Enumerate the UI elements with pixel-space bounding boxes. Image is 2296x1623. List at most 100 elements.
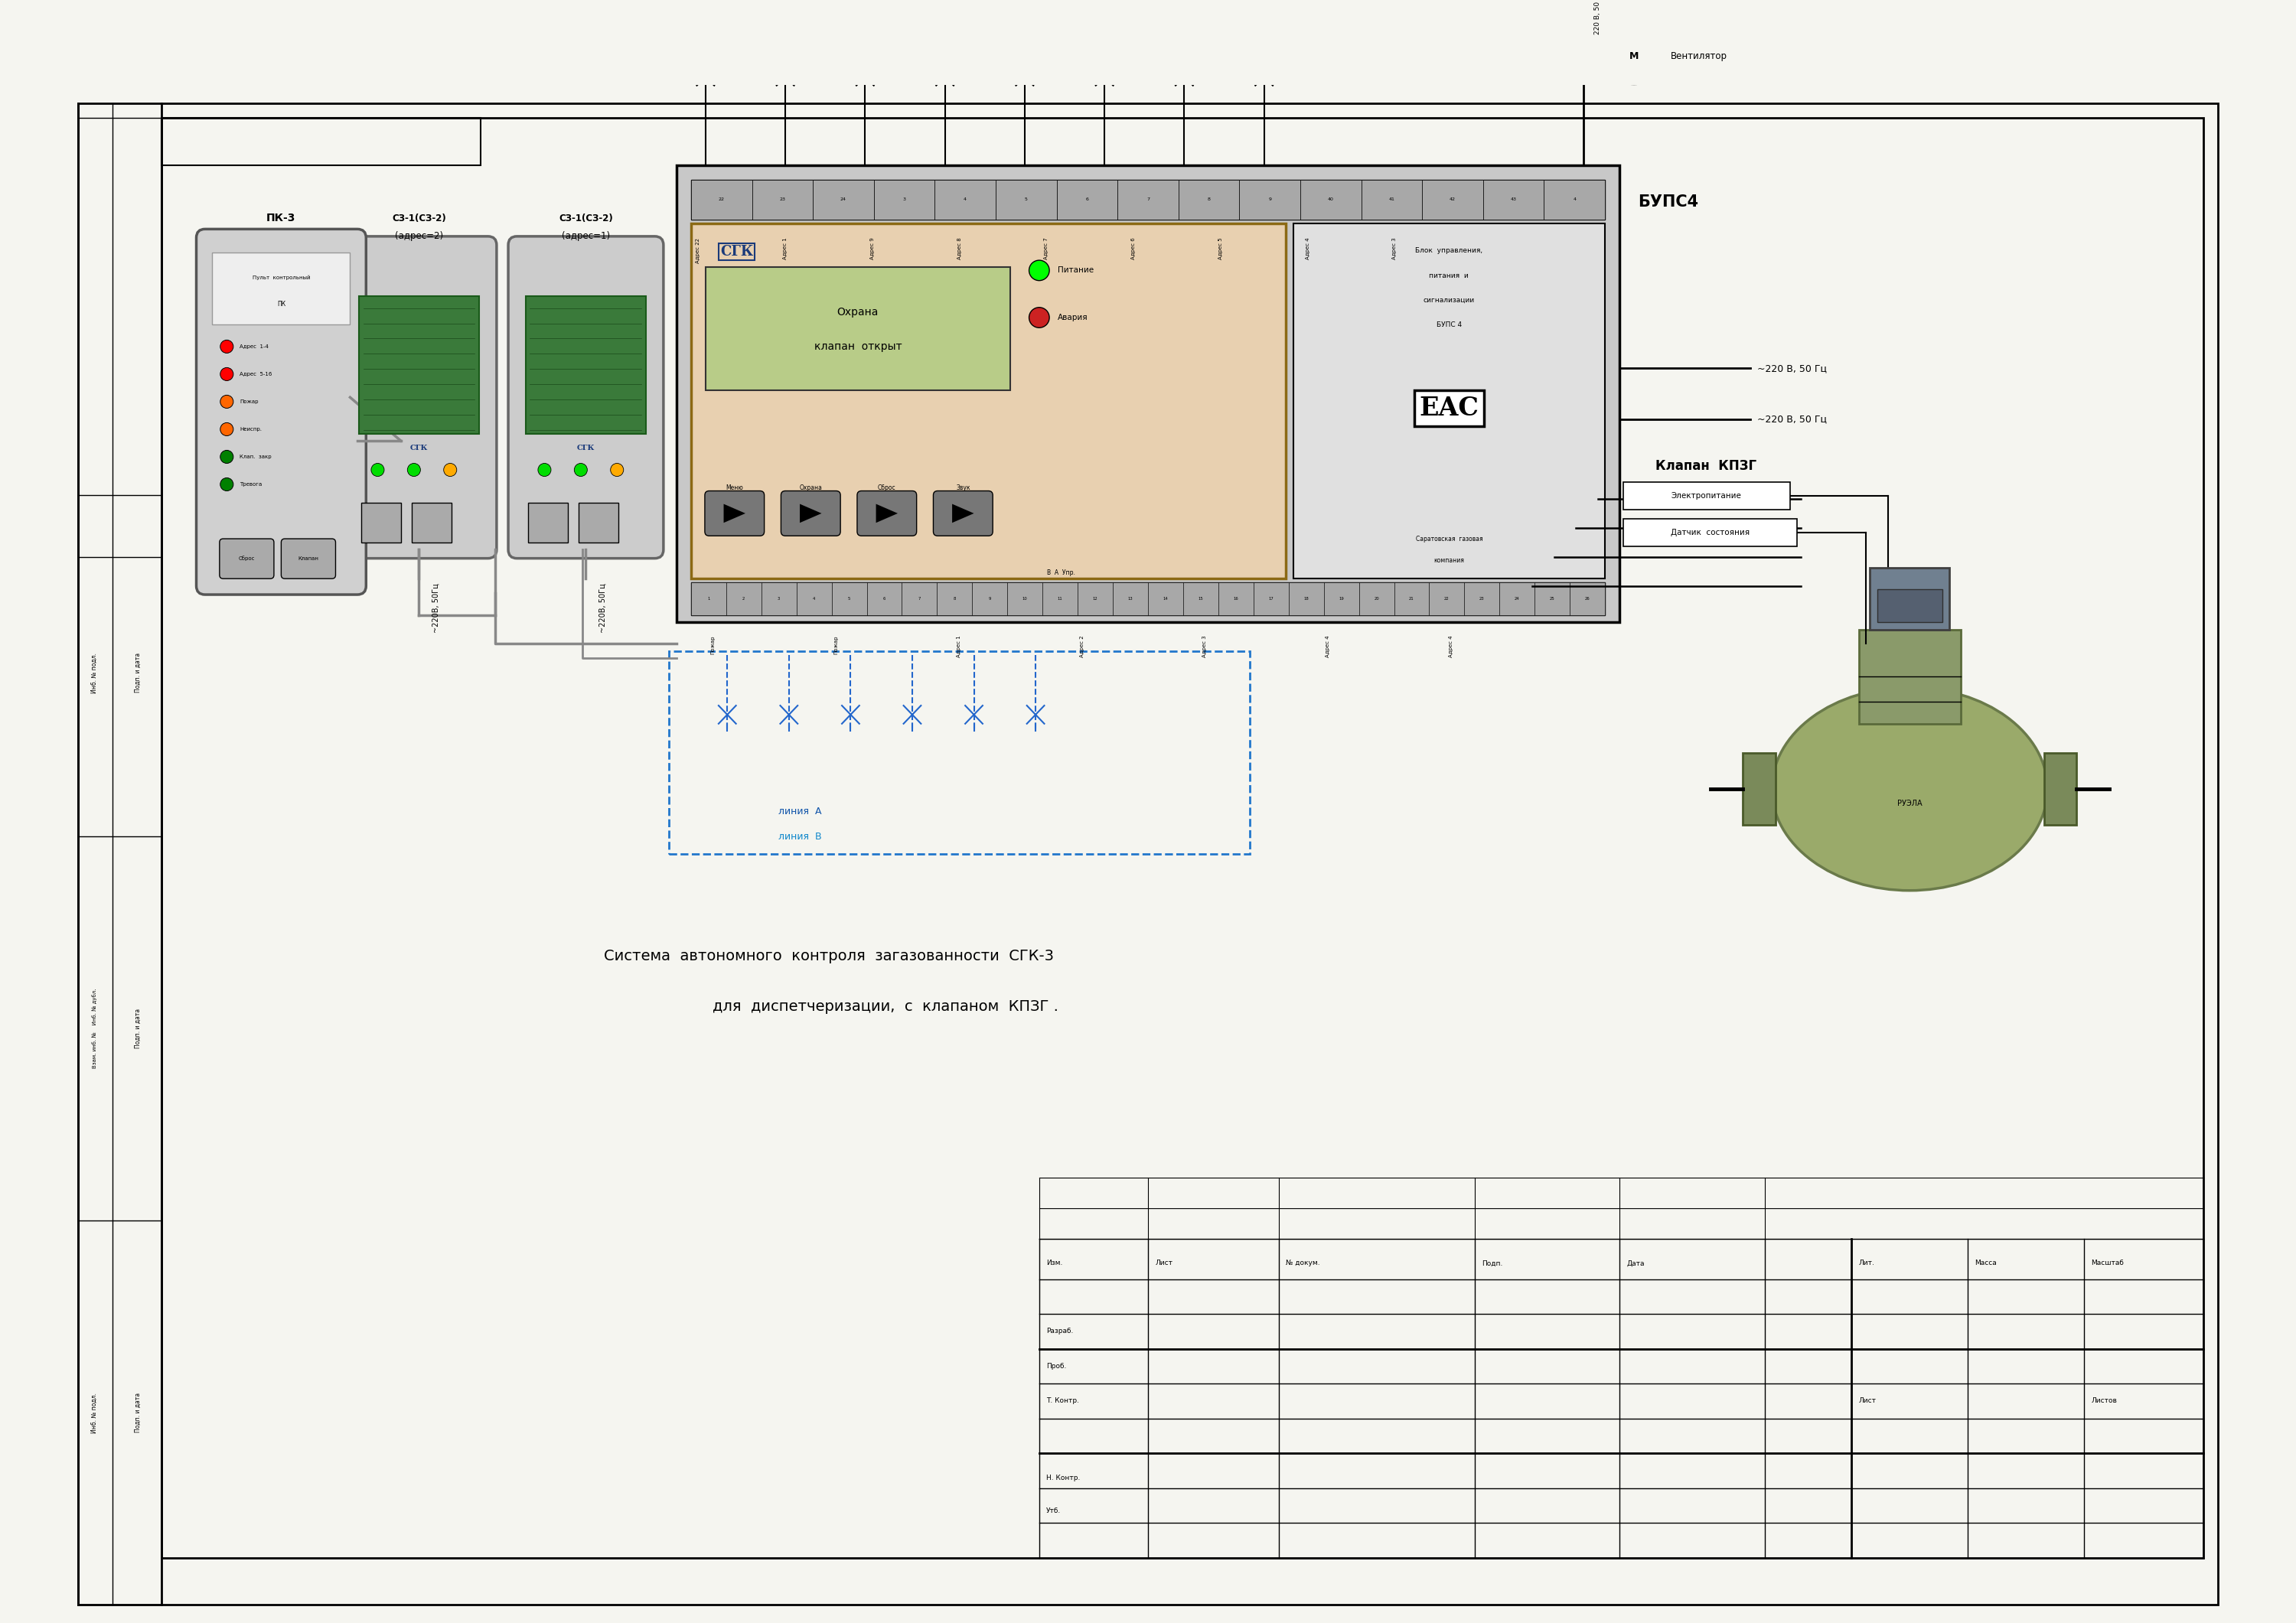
Text: Утб.: Утб.: [1047, 1508, 1061, 1514]
Text: Охрана: Охрана: [799, 485, 822, 492]
Text: Взам. инб. №    Инб. № дубл.: Взам. инб. № Инб. № дубл.: [92, 988, 96, 1068]
Text: 5: 5: [847, 597, 850, 601]
Bar: [1543, 180, 1605, 219]
Text: Адрес 4: Адрес 4: [1306, 239, 1311, 260]
Text: 21: 21: [1410, 597, 1414, 601]
Text: 8: 8: [1208, 198, 1210, 201]
Text: 4: 4: [813, 597, 815, 601]
Bar: [762, 583, 797, 615]
Text: Клапан  КПЗГ: Клапан КПЗГ: [1655, 459, 1756, 472]
Text: Масса: Масса: [1975, 1259, 1998, 1266]
Text: 12: 12: [1093, 597, 1097, 601]
Text: 2: 2: [742, 597, 744, 601]
Text: M: M: [1630, 52, 1639, 62]
Text: 14: 14: [1164, 597, 1169, 601]
Text: 15: 15: [1199, 597, 1203, 601]
Text: 6: 6: [1086, 198, 1088, 201]
Bar: [211, 252, 349, 325]
Bar: [996, 180, 1056, 219]
Text: Адрес 6: Адрес 6: [1132, 239, 1137, 260]
Bar: [1743, 753, 1775, 824]
Bar: [1878, 589, 1942, 622]
Bar: [1219, 583, 1254, 615]
Bar: [360, 503, 402, 542]
Text: Т. Контр.: Т. Контр.: [1047, 1397, 1079, 1404]
Text: 17: 17: [1267, 597, 1274, 601]
Bar: [1300, 180, 1362, 219]
Text: Адрес 3: Адрес 3: [1391, 239, 1396, 260]
Text: ~220В, 50Гц: ~220В, 50Гц: [599, 583, 606, 633]
Text: Саратовская  газовая: Саратовская газовая: [1417, 536, 1483, 542]
Text: Звук: Звук: [955, 485, 971, 492]
Bar: [813, 180, 875, 219]
Circle shape: [1029, 260, 1049, 281]
Polygon shape: [723, 505, 746, 523]
Text: 22: 22: [1444, 597, 1449, 601]
FancyBboxPatch shape: [280, 539, 335, 579]
Text: 20: 20: [1373, 597, 1380, 601]
Text: Инб. № подл.: Инб. № подл.: [92, 1393, 99, 1433]
Circle shape: [220, 450, 234, 463]
Text: 7: 7: [918, 597, 921, 601]
Text: СГК: СГК: [411, 445, 427, 451]
Text: Адрес 1: Адрес 1: [957, 635, 962, 657]
Bar: [1077, 583, 1114, 615]
Text: Адрес 22: Адрес 22: [696, 239, 700, 263]
Bar: [875, 180, 934, 219]
Text: Авария: Авария: [1058, 313, 1088, 321]
Text: ~220 В, 50 Гц: ~220 В, 50 Гц: [1756, 414, 1828, 424]
Bar: [1148, 583, 1182, 615]
Text: Адрес  5-16: Адрес 5-16: [239, 372, 273, 377]
Text: Клапан: Клапан: [298, 557, 319, 560]
Circle shape: [443, 463, 457, 477]
Text: В  А  Упр.: В А Упр.: [1047, 570, 1075, 576]
Bar: [2043, 753, 2076, 824]
Bar: [677, 166, 1619, 622]
Text: для  диспетчеризации,  с  клапаном  КПЗГ .: для диспетчеризации, с клапаном КПЗГ .: [712, 1000, 1058, 1014]
Text: Подп. и дата: Подп. и дата: [135, 652, 142, 693]
Text: 41: 41: [1389, 198, 1394, 201]
Text: 8: 8: [953, 597, 955, 601]
Circle shape: [220, 394, 234, 409]
Text: 220 В, 50 Гц: 220 В, 50 Гц: [1593, 0, 1600, 34]
FancyBboxPatch shape: [197, 229, 365, 594]
Bar: [1178, 180, 1240, 219]
Text: Адрес 4: Адрес 4: [1449, 635, 1453, 657]
Text: 24: 24: [1515, 597, 1520, 601]
Text: клапан  открыт: клапан открыт: [815, 341, 902, 352]
Circle shape: [220, 477, 234, 490]
Bar: [937, 583, 971, 615]
Text: 10: 10: [1022, 597, 1029, 601]
Text: Инб. № подл.: Инб. № подл.: [92, 652, 99, 693]
Bar: [1042, 583, 1077, 615]
Bar: [1428, 583, 1465, 615]
Text: линия  А: линия А: [778, 807, 822, 816]
Text: 42: 42: [1449, 198, 1456, 201]
Bar: [668, 651, 1249, 854]
Text: Адрес 4: Адрес 4: [1325, 635, 1329, 657]
Circle shape: [372, 463, 383, 477]
Text: 16: 16: [1233, 597, 1238, 601]
Text: Сброс: Сброс: [239, 555, 255, 562]
Text: 3: 3: [778, 597, 781, 601]
Bar: [1254, 583, 1288, 615]
Bar: [1008, 583, 1042, 615]
Bar: [1465, 583, 1499, 615]
Text: 40: 40: [1327, 198, 1334, 201]
Text: Адрес 1: Адрес 1: [783, 239, 788, 260]
Text: 23: 23: [1479, 597, 1486, 601]
Text: Подп. и дата: Подп. и дата: [135, 1393, 142, 1433]
Bar: [1869, 568, 1949, 630]
Text: 18: 18: [1304, 597, 1309, 601]
Bar: [1118, 180, 1178, 219]
Text: сигнализации: сигнализации: [1424, 297, 1474, 304]
Text: Лист: Лист: [1155, 1259, 1173, 1266]
Bar: [691, 583, 1605, 615]
Text: Клап.  закр: Клап. закр: [239, 454, 271, 459]
Text: СЗ-1(СЗ-2): СЗ-1(СЗ-2): [393, 213, 445, 224]
Text: Адрес 2: Адрес 2: [1079, 635, 1084, 657]
Bar: [579, 503, 618, 542]
Bar: [691, 180, 1605, 219]
Bar: [902, 583, 937, 615]
Bar: [358, 295, 480, 433]
